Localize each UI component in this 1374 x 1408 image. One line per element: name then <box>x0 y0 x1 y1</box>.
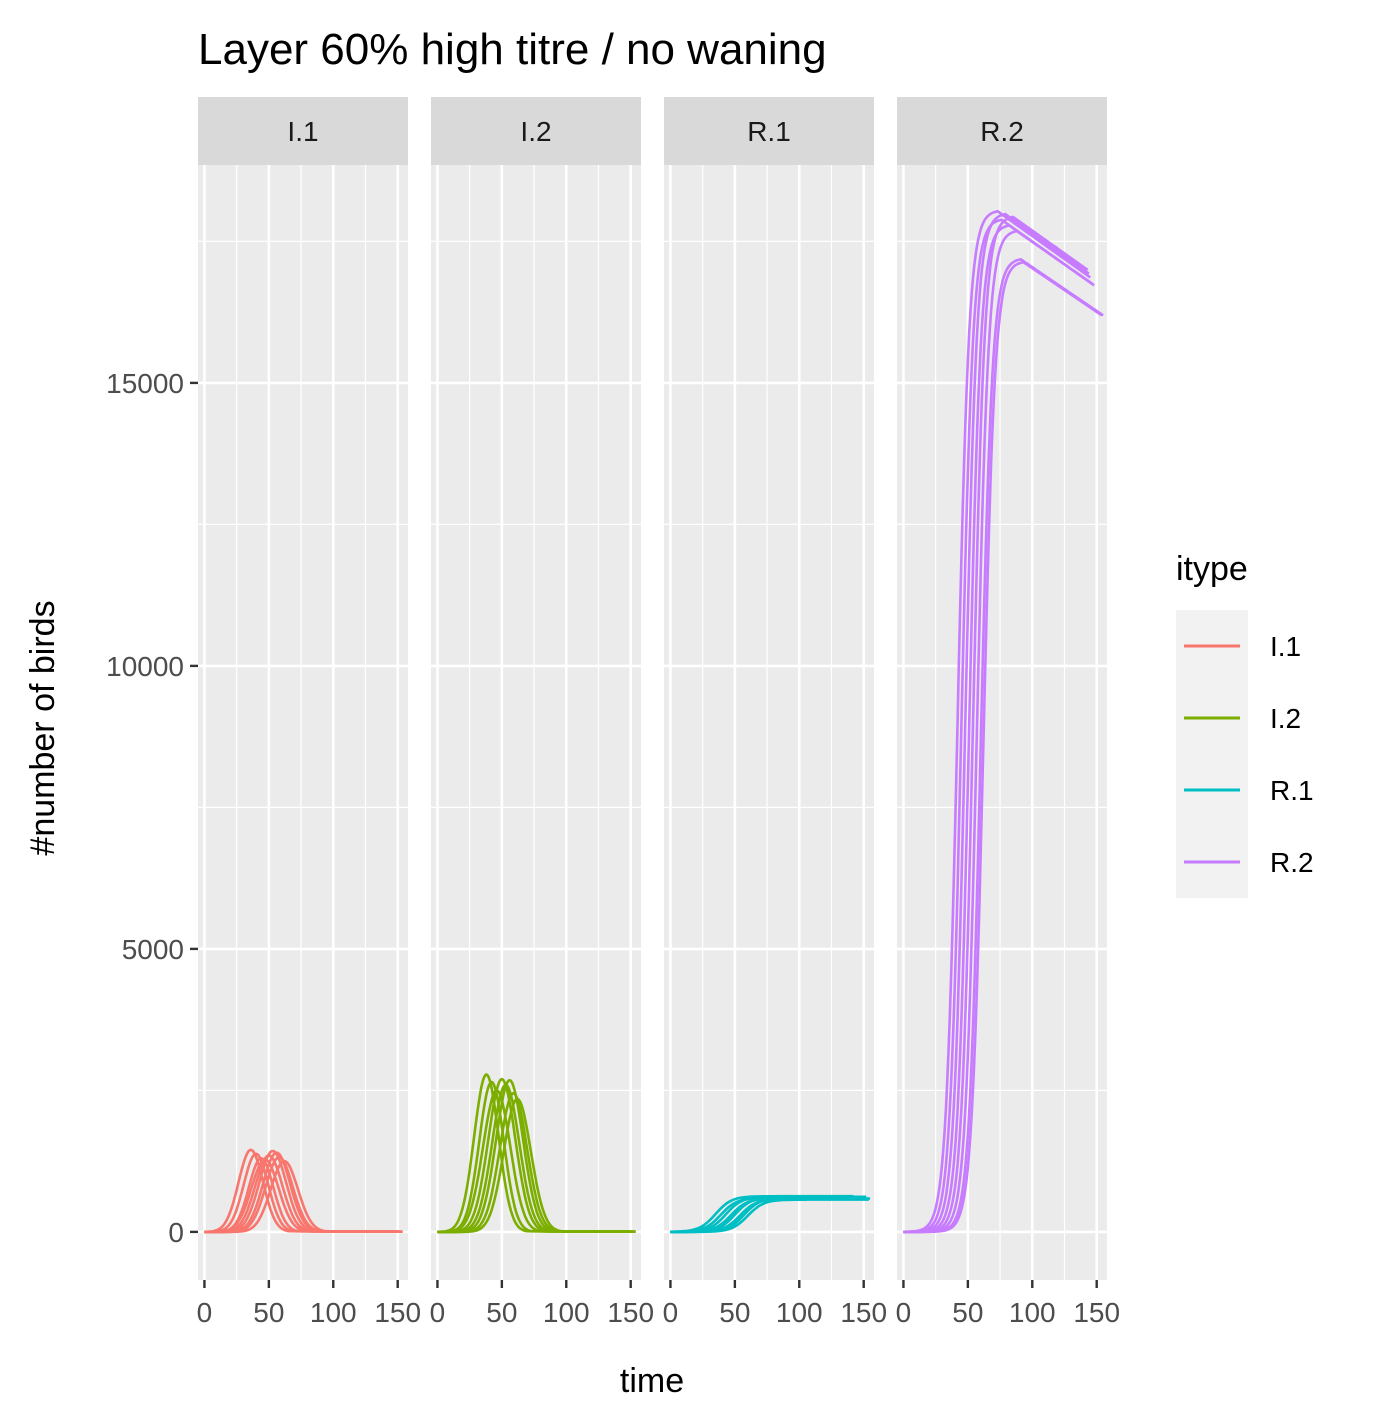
facet-panel-r-1: R.1 0 50 100 150 <box>663 97 887 1328</box>
legend-key-background <box>1176 610 1248 898</box>
facet-strip-i-1 <box>198 97 408 165</box>
facet-strip-r-1 <box>664 97 874 165</box>
legend-entry-i-1: I.1 <box>1184 631 1301 662</box>
facet-panels: I.1 0 50 100 150 I.2 0 50 100 150 R.1 0 50 100 150 R.2 0… <box>197 97 1120 1328</box>
panel-background <box>198 165 408 1280</box>
chart-title: Layer 60% high titre / no waning <box>198 25 827 74</box>
series-line-r-2-run-1 <box>903 209 1092 1234</box>
x-tick-label: 150 <box>1073 1297 1120 1328</box>
facet-strip-label: R.2 <box>980 116 1024 147</box>
y-axis: 0 5000 10000 15000 <box>106 368 198 1248</box>
x-tick-label: 50 <box>719 1297 750 1328</box>
facet-panel-i-2: I.2 0 50 100 150 <box>430 97 654 1328</box>
panel-background <box>897 165 1107 1280</box>
x-tick-label: 0 <box>663 1297 679 1328</box>
legend-entry-r-1: R.1 <box>1184 775 1314 806</box>
legend-label: I.1 <box>1270 631 1301 662</box>
legend-entry-i-2: I.2 <box>1184 703 1301 734</box>
x-tick-label: 100 <box>776 1297 823 1328</box>
x-tick-label: 50 <box>952 1297 983 1328</box>
x-axis-title: time <box>620 1362 684 1400</box>
facet-strip-i-2 <box>431 97 641 165</box>
x-tick-label: 100 <box>310 1297 357 1328</box>
series-line-r-2-run-8 <box>903 260 1103 1234</box>
legend: itype I.1 I.2 R.1 R.2 <box>1176 550 1314 898</box>
panel-background <box>431 165 641 1280</box>
series-line-r-2-run-3 <box>903 212 1090 1234</box>
x-tick-label: 150 <box>840 1297 887 1328</box>
legend-label: R.2 <box>1270 847 1314 878</box>
x-tick-label: 0 <box>197 1297 213 1328</box>
x-tick-label: 50 <box>253 1297 284 1328</box>
legend-entry-r-2: R.2 <box>1184 847 1314 878</box>
facet-panel-r-2: R.2 0 50 100 150 <box>896 97 1120 1328</box>
series-line-i-1-run-9 <box>204 1159 399 1234</box>
y-tick-label: 5000 <box>122 934 184 965</box>
facet-strip-label: R.1 <box>747 116 791 147</box>
series-line-i-2-run-8 <box>437 1097 635 1234</box>
facet-strip-r-2 <box>897 97 1107 165</box>
x-tick-label: 100 <box>543 1297 590 1328</box>
x-tick-label: 50 <box>486 1297 517 1328</box>
legend-title: itype <box>1176 550 1248 588</box>
y-tick-label: 0 <box>168 1217 184 1248</box>
y-tick-label: 10000 <box>106 651 184 682</box>
x-tick-label: 150 <box>374 1297 421 1328</box>
y-tick-label: 15000 <box>106 368 184 399</box>
legend-label: I.2 <box>1270 703 1301 734</box>
facet-panel-i-1: I.1 0 50 100 150 <box>197 97 421 1328</box>
series-line-r-1-run-8 <box>670 1198 869 1234</box>
panel-background <box>664 165 874 1280</box>
x-tick-label: 150 <box>607 1297 654 1328</box>
x-tick-label: 0 <box>430 1297 446 1328</box>
x-tick-label: 0 <box>896 1297 912 1328</box>
x-tick-label: 100 <box>1009 1297 1056 1328</box>
y-axis-title: #number of birds <box>24 600 62 855</box>
facet-strip-label: I.2 <box>520 116 551 147</box>
legend-label: R.1 <box>1270 775 1314 806</box>
facet-strip-label: I.1 <box>287 116 318 147</box>
